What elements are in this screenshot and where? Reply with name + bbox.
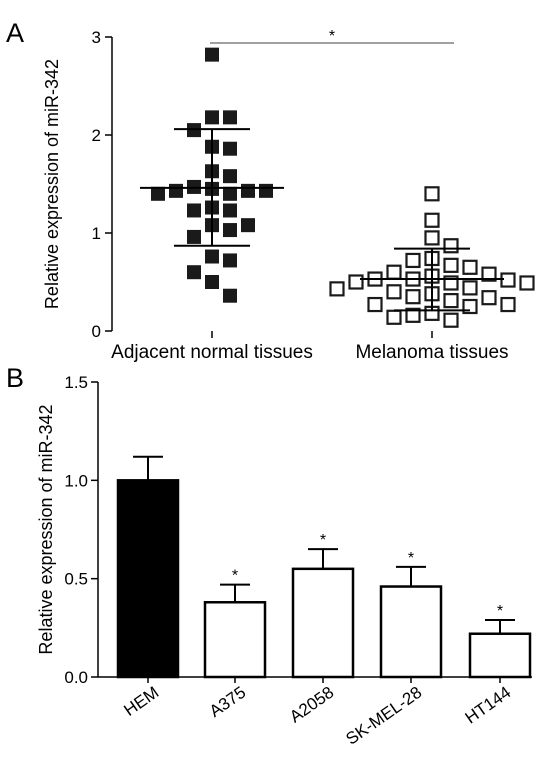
panel-b-y-tick-label: 0.5 (64, 570, 88, 589)
panel-b-x-label: HT144 (462, 683, 515, 728)
panel-a-y-tick-label: 2 (92, 126, 101, 145)
panel-a-point-melanoma (443, 293, 459, 309)
panel-a-point-melanoma (386, 264, 402, 280)
panel-a-point-normal (169, 183, 183, 198)
panel-a-point-melanoma (462, 280, 478, 296)
panel-a-point-melanoma (367, 296, 383, 313)
panel-b-bar (379, 585, 443, 679)
panel-b-bar (291, 567, 355, 679)
panel-a-point-normal (223, 223, 237, 238)
panel-a-point-normal (205, 47, 219, 62)
panel-a-point-melanoma (386, 284, 402, 300)
panel-b-significance-star: * (497, 603, 503, 620)
panel-a-point-melanoma (481, 290, 497, 306)
panel-a-point-normal (223, 288, 237, 303)
panel-a-point-melanoma (481, 266, 497, 282)
panel-a-point-normal (223, 141, 237, 156)
panel-a-significance-star: * (329, 28, 335, 45)
panel-b-y-tick-label: 0.0 (64, 668, 88, 687)
panel-a-significance: * (210, 28, 454, 45)
panel-a-mean-sd (140, 128, 504, 312)
panel-b-x-labels: HEM A375 A2058 SK-MEL-28 HT144 (120, 683, 514, 749)
panel-a-point-normal (223, 169, 237, 184)
panel-a-point-melanoma (424, 212, 440, 228)
panel-b-bar (203, 601, 267, 679)
panel-a-point-normal (223, 253, 237, 268)
panel-a-point-normal (205, 249, 219, 264)
panel-b-x-label: SK-MEL-28 (342, 683, 425, 749)
panel-a-point-melanoma (348, 274, 364, 290)
panel-b-y-tick-label: 1.5 (64, 373, 88, 392)
panel-b-x-label: HEM (120, 683, 162, 720)
panel-a-point-melanoma (424, 230, 440, 246)
panel-a-point-normal (205, 110, 219, 125)
panel-a-point-normal (187, 265, 201, 280)
panel-a-y-axis: 0 1 2 3 (92, 28, 433, 341)
panel-a-point-normal (241, 183, 255, 198)
panel-a-point-melanoma (405, 252, 421, 269)
panel-a-point-melanoma (462, 259, 478, 275)
panel-a-point-melanoma (405, 307, 421, 323)
panel-a-point-normal (223, 186, 237, 201)
panel-a-point-normal (241, 218, 255, 233)
panel-a-point-normal (151, 186, 165, 201)
panel-a-point-normal (205, 275, 219, 289)
panel-a-x-labels: Adjacent normal tissues Melanoma tissues (111, 342, 508, 363)
panel-a-y-tick-label: 3 (92, 28, 101, 47)
panel-a-point-melanoma (424, 186, 440, 202)
panel-a-point-melanoma (443, 257, 459, 273)
panel-a-point-normal (187, 229, 201, 244)
panel-b-bar (468, 632, 532, 679)
panel-label-b: B (6, 363, 24, 393)
panel-b-x-label: A2058 (286, 683, 337, 727)
panel-b-y-axis-label: Relative expression of miR-342 (36, 404, 56, 654)
panel-b-bars: * * * * (116, 455, 532, 679)
panel-a-point-melanoma (519, 275, 535, 291)
panel-a-point-normal (259, 183, 273, 198)
panel-a-point-melanoma (386, 309, 402, 325)
panel-b-significance-star: * (232, 568, 238, 585)
panel-b-x-label: A375 (206, 683, 249, 721)
panel-b-significance-star: * (320, 532, 326, 549)
panel-a-x-label: Melanoma tissues (355, 342, 508, 363)
panel-a-y-tick-label: 1 (92, 224, 101, 243)
panel-a-x-label: Adjacent normal tissues (111, 342, 313, 363)
panel-a-point-melanoma (443, 312, 459, 328)
panel-a-point-normal (223, 203, 237, 218)
panel-b-y-tick-label: 1.0 (64, 471, 88, 490)
panel-a-y-axis-label: Relative expression of miR-342 (42, 59, 62, 309)
panel-label-a: A (6, 18, 24, 48)
panel-a-point-melanoma (405, 289, 421, 305)
panel-a-point-normal (223, 110, 237, 125)
panel-a-point-melanoma (443, 238, 459, 254)
panel-b-significance-star: * (408, 550, 414, 567)
panel-b-bar (116, 479, 180, 679)
panel-b: B 0.0 0.5 1.0 1.5 Relative expression of mi… (6, 363, 532, 749)
panel-a-point-normal (187, 203, 201, 218)
panel-a-y-tick-label: 0 (92, 322, 101, 341)
panel-a-point-melanoma (500, 296, 516, 313)
panel-a-point-melanoma (329, 281, 345, 297)
